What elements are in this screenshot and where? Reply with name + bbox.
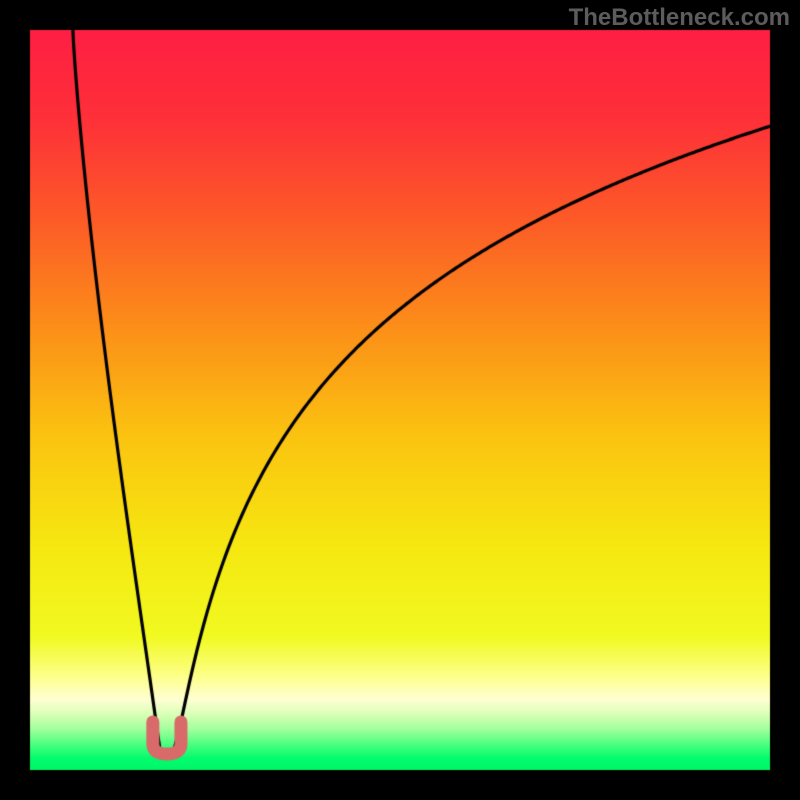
chart-container: TheBottleneck.com	[0, 0, 800, 800]
bottleneck-chart	[0, 0, 800, 800]
